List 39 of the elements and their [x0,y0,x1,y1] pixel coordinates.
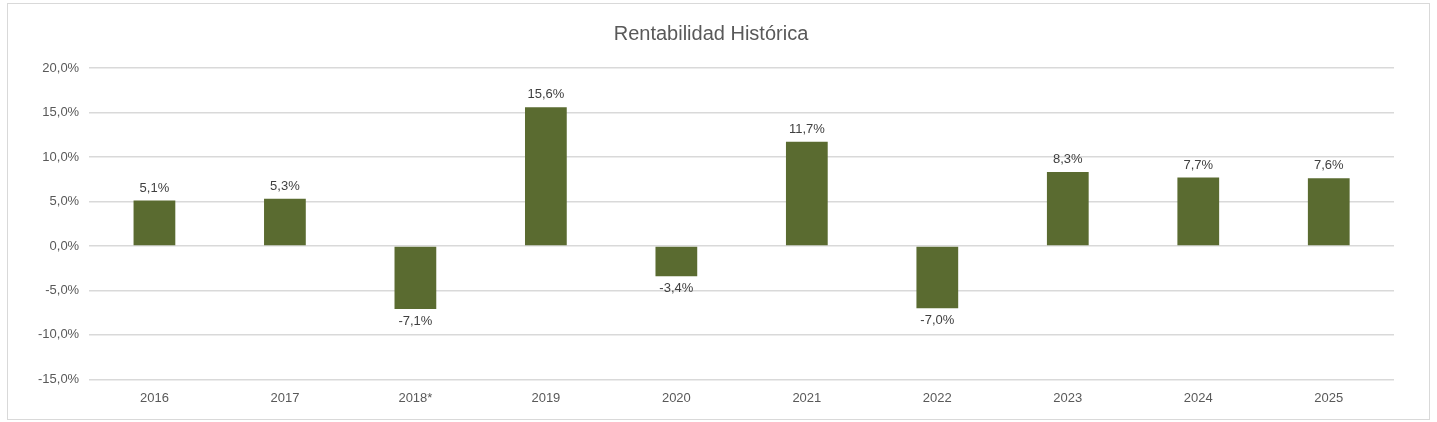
x-tick-label: 2025 [1314,389,1344,405]
y-tick-label: -15,0% [37,370,80,386]
data-label: -3,4% [659,280,694,296]
data-label: 7,6% [1313,157,1345,173]
data-label: -7,1% [398,313,433,329]
bar [916,246,959,309]
y-tick-label: -5,0% [45,282,80,298]
x-tick-label: 2024 [1183,389,1213,405]
data-label: 8,3% [1052,151,1084,167]
data-label: -7,0% [920,312,955,328]
x-tick-label: 2022 [922,389,952,405]
data-label: 11,7% [788,120,826,136]
x-tick-label: 2020 [661,389,691,405]
data-label: 5,3% [270,177,301,193]
bar [525,107,567,246]
y-tick-label: 15,0% [42,104,80,120]
bar [394,246,437,310]
data-label: 7,7% [1183,156,1214,172]
x-tick-label: 2018* [398,389,433,405]
chart-title: Rentabilidad Histórica [613,21,810,44]
bar [655,246,698,277]
data-label: 5,1% [139,179,170,195]
y-tick-label: 10,0% [42,148,80,164]
x-tick-label: 2017 [270,389,300,405]
bar [264,198,306,246]
y-tick-label: 5,0% [49,193,80,209]
x-tick-label: 2019 [531,389,561,405]
y-tick-label: 0,0% [49,237,80,253]
x-tick-label: 2016 [139,389,169,405]
bar [785,141,828,246]
y-tick-label: -10,0% [37,326,80,342]
bar [133,200,176,246]
x-tick-label: 2023 [1053,389,1083,405]
bar [1307,178,1350,246]
data-label: 15,6% [527,86,565,102]
bar [1177,177,1220,246]
bar [1046,172,1089,246]
x-tick-label: 2021 [792,389,822,405]
y-tick-label: 20,0% [42,59,80,75]
